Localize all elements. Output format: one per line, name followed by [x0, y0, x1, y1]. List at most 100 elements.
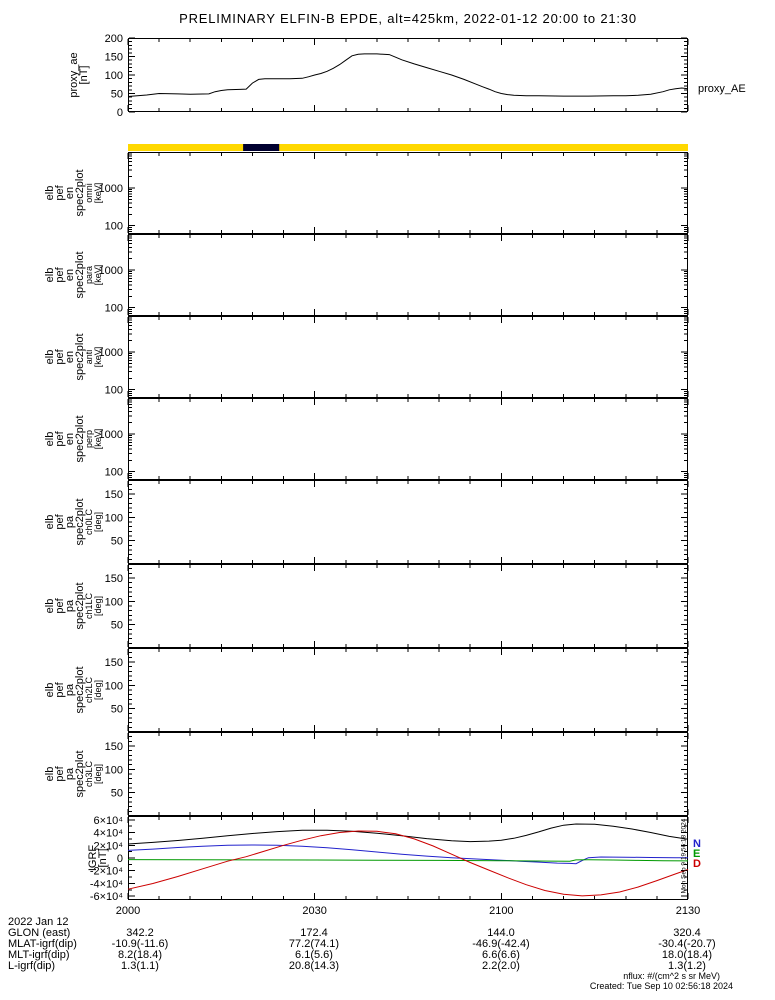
glon-value-1: 342.2 [126, 927, 154, 939]
y-tick-label: 150 [105, 489, 123, 501]
y-axis-label-elb_pef_en_spec2plot_anti: elb pef en spec2plot anti [keV] [44, 333, 103, 381]
y-axis-label-elb_pef_en_spec2plot_perp: elb pef en spec2plot perp [keV] [44, 415, 103, 463]
y-axis-label-proxy_ae: proxy_ae [nT] [68, 52, 90, 98]
y-tick-label: 100 [105, 385, 123, 397]
l-value-3: 2.2(2.0) [482, 960, 520, 972]
l-value-2: 20.8(14.3) [288, 960, 340, 972]
panel-elb_pef_pa_spec2plot_ch3LC: 150 100 50 [105, 732, 689, 817]
glon-value-2: 172.4 [300, 927, 328, 939]
y-tick-label: -6×10⁴ [90, 891, 123, 903]
side-timestamp: Mon Sep 9 19:56:18 2024 [680, 818, 688, 894]
mlt-value-3: 6.6(6.6) [482, 949, 520, 961]
panel-frame [128, 152, 688, 234]
row-label-glon: GLON (east) [8, 927, 71, 939]
y-tick-label: -2×10⁴ [90, 866, 123, 878]
legend-E: E [693, 848, 701, 860]
x-tick-label: 2130 [676, 905, 700, 917]
y-tick-label: 1000 [99, 429, 123, 441]
y-tick-label: 150 [105, 657, 123, 669]
availability-gap-segment [243, 144, 280, 151]
y-tick-label: 50 [111, 536, 123, 548]
mlt-value-1: 8.2(18.4) [117, 949, 163, 961]
panel-frame [128, 38, 688, 112]
panel-elb_pef_en_spec2plot_perp: 1000 100 [99, 398, 689, 480]
y-tick-label: 100 [105, 221, 123, 233]
panel-frame [128, 480, 688, 564]
y-tick-label: -4×10⁴ [90, 878, 123, 890]
created-note: Created: Tue Sep 10 02:56:18 2024 [589, 981, 733, 991]
panel-elb_pef_en_spec2plot_anti: 1000 100 [99, 316, 689, 398]
footer-row-mlat: MLAT-igrf(dip) -10.9(-11.6) 77.2(74.1) -… [0, 938, 775, 950]
y-axis-label-elb_pef_en_spec2plot_para: elb pef en spec2plot para [keV] [44, 251, 103, 299]
panel-proxy_ae: 0 50 100 150 200 [105, 33, 689, 119]
panel-elb_pef_pa_spec2plot_ch2LC: 150 100 50 [105, 648, 689, 733]
x-tick-label: 2100 [489, 905, 513, 917]
row-label-l: L-igrf(dip) [8, 960, 56, 972]
mlat-value-1: -10.9(-11.6) [111, 938, 169, 950]
panel-data-availability-bar [128, 144, 688, 151]
y-tick-label: 50 [111, 620, 123, 632]
glon-value-4: 320.4 [673, 927, 701, 939]
y-tick-label: 100 [105, 764, 123, 776]
y-tick-label: 100 [105, 680, 123, 692]
footer-row-glon: GLON (east) 342.2 172.4 144.0 320.4 [0, 927, 775, 939]
y-tick-label: 50 [111, 89, 123, 101]
panel-elb_pef_en_spec2plot_para: 1000 100 [99, 234, 689, 316]
y-axis-label-elb_pef_pa_spec2plot_ch2LC: elb pef pa spec2plot ch2LC [deg] [44, 666, 103, 714]
panel-elb_pef_pa_spec2plot_ch0LC: 150 100 50 [105, 480, 689, 565]
x-tick-label: 2000 [116, 905, 140, 917]
panel-frame [128, 316, 688, 398]
y-tick-label: 50 [111, 704, 123, 716]
panel-frame [128, 398, 688, 480]
mlat-value-4: -30.4(-20.7) [658, 938, 716, 950]
proxy-ae-right-label: proxy_AE [698, 83, 746, 95]
mlat-value-2: 77.2(74.1) [288, 938, 340, 950]
footer-row-l: L-igrf(dip) 1.3(1.1) 20.8(14.3) 2.2(2.0)… [0, 960, 775, 972]
mlt-value-4: 18.0(18.4) [661, 949, 713, 961]
series-N [127, 844, 688, 865]
x-tick-label: 2030 [302, 905, 326, 917]
y-tick-label: 100 [105, 467, 123, 479]
y-tick-label: 100 [105, 70, 123, 82]
y-tick-label: 0 [117, 853, 123, 865]
y-tick-label: 150 [105, 573, 123, 585]
panel-frame [128, 234, 688, 316]
row-label-mlt: MLT-igrf(dip) [8, 949, 70, 961]
plot-title: PRELIMINARY ELFIN-B EPDE, alt=425km, 202… [179, 11, 637, 26]
panel-frame [128, 564, 688, 648]
y-tick-label: 150 [105, 52, 123, 64]
nflux-note: nflux: #/(cm^2 s sr MeV) [623, 971, 720, 981]
availability-strip [128, 144, 688, 151]
y-axis-label-elb_pef_pa_spec2plot_ch1LC: elb pef pa spec2plot ch1LC [deg] [44, 582, 103, 630]
y-tick-label: 6×10⁴ [93, 815, 123, 827]
y-axis-label-elb_pef_pa_spec2plot_ch3LC: elb pef pa spec2plot ch3LC [deg] [44, 750, 103, 798]
y-tick-label: 50 [111, 788, 123, 800]
series-E [127, 859, 689, 862]
panel-elb_pef_en_spec2plot_omni: 1000 100 [99, 152, 689, 234]
series-D [127, 830, 689, 897]
row-label-mlat: MLAT-igrf(dip) [8, 938, 77, 950]
y-tick-label: 1000 [99, 183, 123, 195]
footer-row-mlt: MLT-igrf(dip) 8.2(18.4) 6.1(5.6) 6.6(6.6… [0, 949, 775, 961]
footer-date-row: 2022 Jan 12 [0, 916, 775, 928]
glon-value-3: 144.0 [487, 927, 515, 939]
y-tick-label: 0 [117, 107, 123, 119]
y-axis-label-IGRF: IGRF [nT] [87, 844, 109, 872]
mlat-value-3: -46.9(-42.4) [472, 938, 530, 950]
y-axis-label-elb_pef_en_spec2plot_omni: elb pef en spec2plot omni [keV] [44, 169, 103, 217]
panel-frame [128, 816, 688, 900]
y-tick-label: 4×10⁴ [93, 828, 123, 840]
panel-elb_pef_pa_spec2plot_ch1LC: 150 100 50 [105, 564, 689, 649]
panel-frame [128, 648, 688, 732]
y-tick-label: 200 [105, 33, 123, 45]
l-value-1: 1.3(1.1) [121, 960, 159, 972]
y-tick-label: 100 [105, 512, 123, 524]
l-value-4: 1.3(1.2) [668, 960, 706, 972]
legend-D: D [693, 858, 701, 870]
mlt-value-2: 6.1(5.6) [295, 949, 333, 961]
y-tick-label: 150 [105, 741, 123, 753]
date-label: 2022 Jan 12 [8, 916, 69, 928]
